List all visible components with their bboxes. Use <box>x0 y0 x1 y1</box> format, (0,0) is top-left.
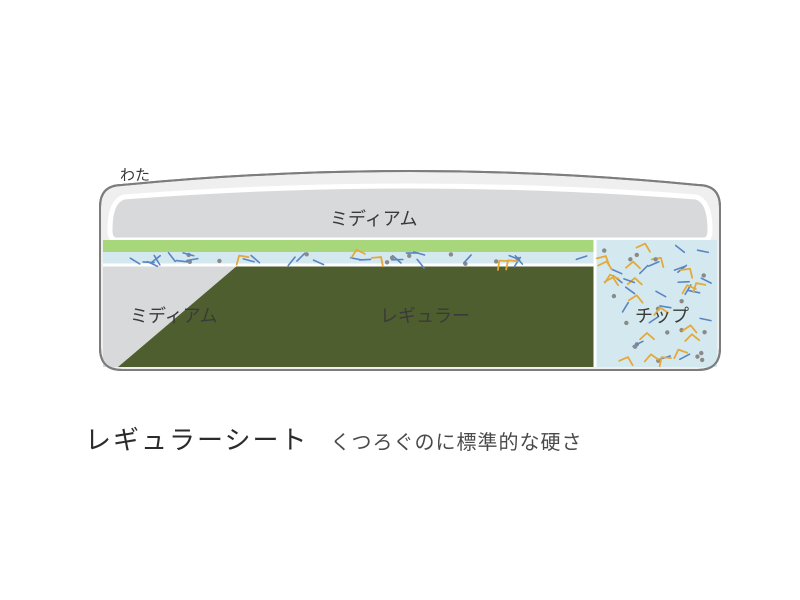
cushion-cross-section: わたミディアムミディアムレギュラーチップ <box>0 0 800 600</box>
label-chip: チップ <box>635 306 689 326</box>
label-regular: レギュラー <box>380 306 470 326</box>
green-strip <box>103 240 595 252</box>
label-medium_left: ミディアム <box>130 306 217 326</box>
diagram-stage: { "caption": { "title": "レギュラーシート", "sub… <box>0 0 800 600</box>
caption-row: レギュラーシート くつろぐのに標準的な硬さ <box>85 420 582 457</box>
caption-subtitle: くつろぐのに標準的な硬さ <box>330 426 582 455</box>
label-medium_top: ミディアム <box>330 209 417 229</box>
caption-title: レギュラーシート <box>85 420 308 457</box>
label-wata: わた <box>120 167 150 184</box>
